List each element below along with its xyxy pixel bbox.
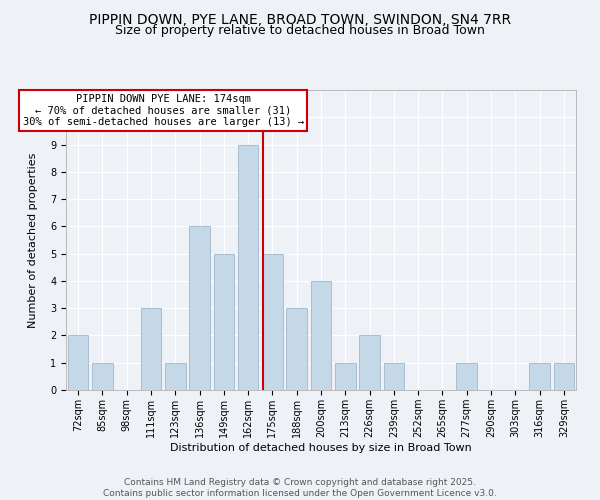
Text: Size of property relative to detached houses in Broad Town: Size of property relative to detached ho… bbox=[115, 24, 485, 37]
Text: PIPPIN DOWN PYE LANE: 174sqm
← 70% of detached houses are smaller (31)
30% of se: PIPPIN DOWN PYE LANE: 174sqm ← 70% of de… bbox=[23, 94, 304, 128]
Bar bbox=[189, 226, 210, 390]
Bar bbox=[359, 336, 380, 390]
Bar bbox=[529, 362, 550, 390]
Bar bbox=[311, 281, 331, 390]
Bar bbox=[214, 254, 234, 390]
Bar bbox=[165, 362, 185, 390]
Text: PIPPIN DOWN, PYE LANE, BROAD TOWN, SWINDON, SN4 7RR: PIPPIN DOWN, PYE LANE, BROAD TOWN, SWIND… bbox=[89, 12, 511, 26]
Bar bbox=[262, 254, 283, 390]
Bar bbox=[335, 362, 356, 390]
Bar bbox=[68, 336, 88, 390]
Bar bbox=[238, 144, 259, 390]
Text: Contains HM Land Registry data © Crown copyright and database right 2025.
Contai: Contains HM Land Registry data © Crown c… bbox=[103, 478, 497, 498]
Bar bbox=[286, 308, 307, 390]
Bar bbox=[554, 362, 574, 390]
Bar bbox=[92, 362, 113, 390]
Bar bbox=[383, 362, 404, 390]
Bar bbox=[140, 308, 161, 390]
X-axis label: Distribution of detached houses by size in Broad Town: Distribution of detached houses by size … bbox=[170, 442, 472, 452]
Y-axis label: Number of detached properties: Number of detached properties bbox=[28, 152, 38, 328]
Bar bbox=[457, 362, 477, 390]
